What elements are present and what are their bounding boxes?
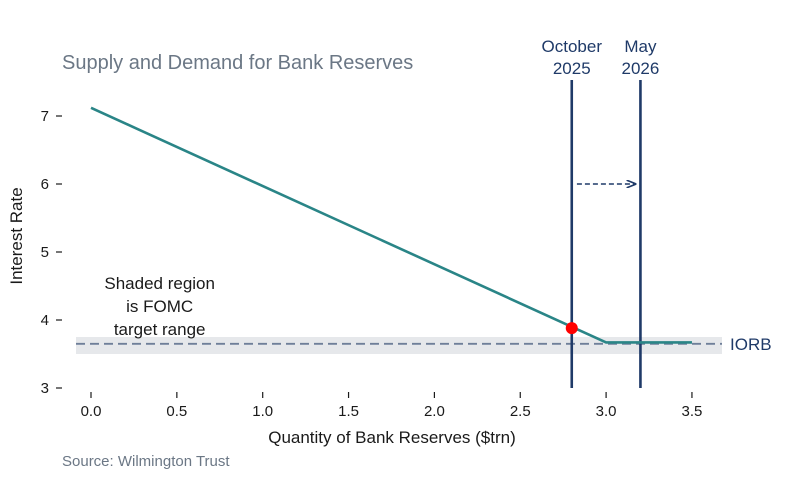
target-range-annotation: Shaded region is FOMC target range	[104, 274, 215, 339]
x-axis: 0.0 0.5 1.0 1.5 2.0 2.5 3.0 3.5	[81, 392, 703, 420]
x-tick-label-2: 1.0	[252, 403, 273, 420]
y-tick-label-1: 4	[41, 312, 49, 329]
vertical-line-label-0-line1: October	[542, 37, 603, 56]
y-tick-label-3: 6	[41, 176, 49, 193]
x-tick-label-7: 3.5	[682, 403, 703, 420]
source-note: Source: Wilmington Trust	[62, 453, 230, 470]
x-tick-label-5: 2.5	[510, 403, 531, 420]
x-axis-label: Quantity of Bank Reserves ($trn)	[268, 428, 516, 447]
target-range-band	[76, 337, 722, 354]
x-tick-label-1: 0.5	[166, 403, 187, 420]
vertical-line-label-1-line1: May	[624, 37, 657, 56]
y-tick-label-2: 5	[41, 244, 49, 261]
x-tick-label-4: 2.0	[424, 403, 445, 420]
vertical-lines: October 2025 May 2026	[542, 37, 660, 388]
iorb-label: IORB	[730, 335, 772, 354]
annotation-line-1: is FOMC	[126, 297, 193, 316]
y-tick-label-4: 7	[41, 108, 49, 125]
annotation-line-0: Shaded region	[104, 274, 215, 293]
chart-title: Supply and Demand for Bank Reserves	[62, 52, 413, 74]
x-tick-label-0: 0.0	[81, 403, 102, 420]
y-axis: 3 4 5 6 7	[41, 108, 62, 397]
x-tick-label-6: 3.0	[596, 403, 617, 420]
x-tick-label-3: 1.5	[338, 403, 359, 420]
annotation-line-2: target range	[114, 320, 206, 339]
y-axis-label: Interest Rate	[7, 187, 26, 284]
vertical-line-label-0-line2: 2025	[553, 59, 591, 78]
y-tick-label-0: 3	[41, 380, 49, 397]
current-point-marker	[565, 322, 578, 335]
demand-curve	[90, 106, 692, 344]
vertical-line-label-1-line2: 2026	[622, 59, 660, 78]
